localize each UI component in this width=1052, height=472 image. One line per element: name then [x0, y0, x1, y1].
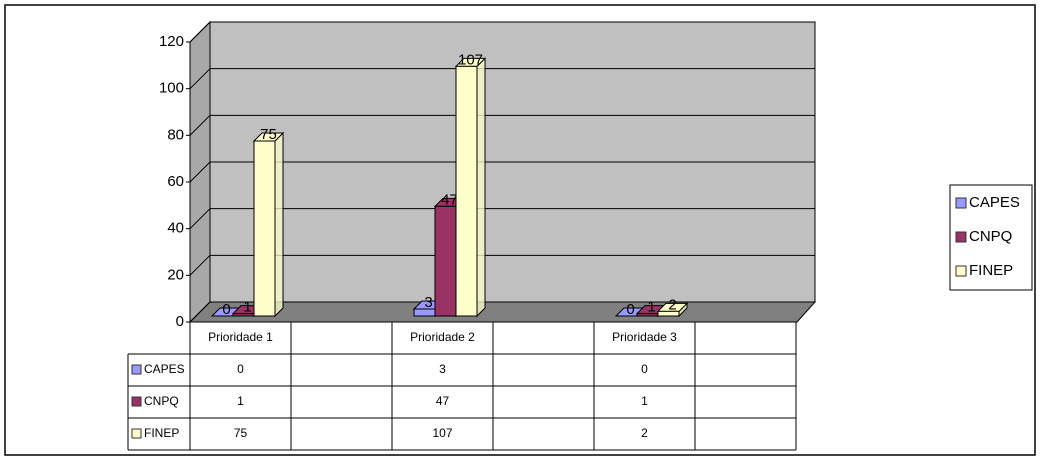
value-label: 107: [458, 51, 483, 68]
value-label: 2: [668, 296, 676, 313]
table-cell: 2: [641, 426, 648, 440]
table-cell: 3: [439, 362, 446, 376]
table-cell: 1: [641, 394, 648, 408]
value-label: 1: [647, 299, 655, 316]
bar-side: [476, 57, 486, 318]
legend-swatch: [955, 231, 967, 243]
grid-line: [189, 21, 211, 43]
y-tick-label: 60: [167, 173, 184, 190]
x-tick-label: Prioridade 2: [410, 330, 475, 344]
grid-line: [189, 161, 211, 183]
legend-swatch: [955, 197, 967, 209]
table-cell: 107: [432, 426, 452, 440]
value-label: 75: [260, 126, 277, 143]
table-row-label: CAPES: [144, 362, 185, 376]
grid-line: [189, 68, 211, 90]
y-tick-label: 100: [159, 80, 184, 97]
legend-label: CNPQ: [969, 228, 1012, 245]
grid-line: [189, 208, 211, 230]
legend-label: CAPES: [969, 194, 1020, 211]
value-label: 1: [243, 299, 251, 316]
value-label: 0: [222, 301, 230, 318]
grid-line: [189, 254, 211, 276]
bar-side: [274, 131, 284, 318]
y-tick-label: 40: [167, 220, 184, 237]
legend-label: FINEP: [969, 262, 1013, 279]
y-tick-label: 0: [176, 313, 184, 330]
y-tick-label: 80: [167, 126, 184, 143]
table-cell: 0: [641, 362, 648, 376]
bar: [455, 65, 478, 317]
table-swatch: [131, 364, 142, 375]
table-row-label: FINEP: [144, 426, 179, 440]
table-cell: 1: [237, 394, 244, 408]
y-tick-label: 20: [167, 266, 184, 283]
grid-line: [189, 114, 211, 136]
bar: [657, 310, 680, 317]
table-swatch: [131, 396, 142, 407]
table-cell: 47: [436, 394, 450, 408]
grid-line: [189, 301, 211, 323]
legend-swatch: [955, 265, 967, 277]
floor: [188, 301, 817, 323]
table-swatch: [131, 428, 142, 439]
table-row-label: CNPQ: [144, 394, 179, 408]
x-tick-label: Prioridade 1: [208, 330, 273, 344]
value-label: 3: [424, 294, 432, 311]
table-cell: 0: [237, 362, 244, 376]
table-cell: 75: [234, 426, 248, 440]
value-label: 0: [626, 301, 634, 318]
y-tick-label: 120: [159, 33, 184, 50]
bar: [253, 140, 276, 317]
x-tick-label: Prioridade 3: [612, 330, 677, 344]
value-label: 47: [441, 191, 458, 208]
bar: [434, 205, 457, 317]
